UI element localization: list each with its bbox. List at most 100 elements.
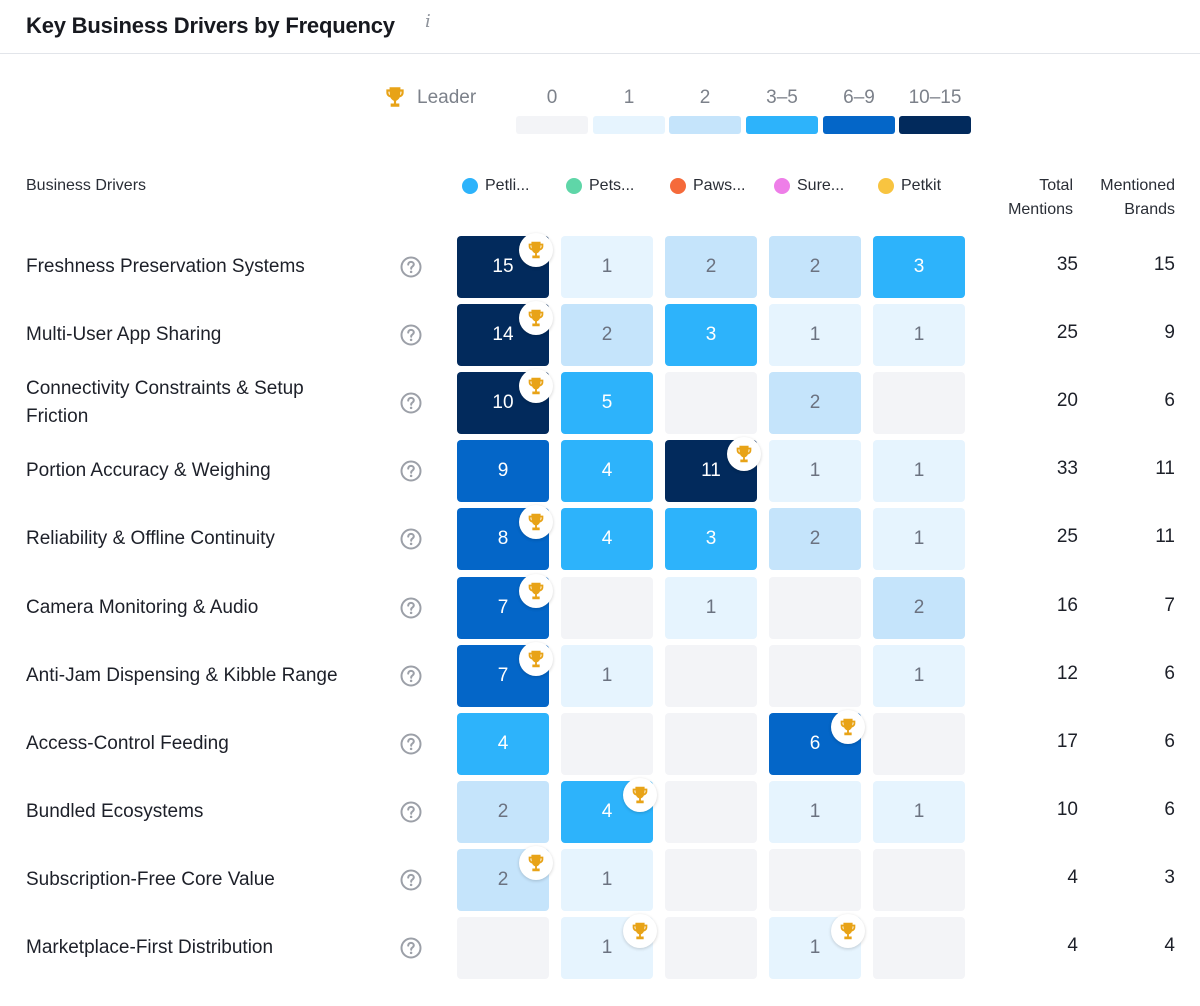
heatmap-cell[interactable] [769,577,861,639]
cell-value: 4 [497,733,509,754]
heatmap-cell[interactable]: 1 [769,304,861,366]
heatmap-cell[interactable]: 2 [561,304,653,366]
help-icon[interactable] [400,801,422,823]
heatmap-cell[interactable]: 1 [873,645,965,707]
heatmap-cell[interactable] [457,917,549,979]
heatmap-cell[interactable]: 4 [457,713,549,775]
row-label: Subscription-Free Core Value [26,869,275,890]
legend-swatch [746,116,818,134]
mentioned-brands-value: 4 [1164,935,1175,956]
heatmap-cell[interactable] [873,713,965,775]
row-label: Marketplace-First Distribution [26,937,274,958]
cell-value: 10 [492,392,514,413]
heatmap-cell[interactable] [665,917,757,979]
heatmap-cell[interactable] [665,713,757,775]
brand-name: Petkit [901,177,942,194]
heatmap-cell[interactable]: 3 [873,236,965,298]
brand-column-header[interactable]: Petli... [462,174,529,198]
heatmap-cell[interactable]: 1 [873,440,965,502]
heatmap-cell[interactable] [665,645,757,707]
heatmap-cell[interactable]: 1 [769,781,861,843]
heatmap-cell[interactable]: 1 [873,508,965,570]
total-mentions-value: 20 [1056,390,1078,411]
heatmap-cell[interactable] [561,577,653,639]
heatmap-cell[interactable] [873,917,965,979]
total-mentions-value: 17 [1056,731,1078,752]
help-icon[interactable] [400,733,422,755]
heatmap-cell[interactable] [769,645,861,707]
help-icon[interactable] [400,665,422,687]
mentioned-brands-value: 6 [1164,390,1175,411]
mentioned-brands-value: 7 [1164,595,1175,616]
heatmap-cell[interactable]: 4 [561,508,653,570]
cell-value: 4 [601,460,613,481]
heatmap-cell[interactable] [665,781,757,843]
heatmap-cell[interactable]: 2 [873,577,965,639]
heatmap-cell[interactable]: 2 [457,849,549,911]
cell-value: 2 [809,256,821,277]
mentioned-brands-value: 6 [1164,663,1175,684]
help-icon[interactable] [400,460,422,482]
cell-value: 1 [809,937,821,958]
cell-value: 8 [497,528,509,549]
heatmap-cell[interactable]: 9 [457,440,549,502]
heatmap-cell[interactable]: 2 [457,781,549,843]
heatmap-cell[interactable]: 2 [665,236,757,298]
legend-swatch [823,116,895,134]
cell-value: 1 [809,324,821,345]
heatmap-cell[interactable] [873,849,965,911]
heatmap-cell[interactable]: 1 [665,577,757,639]
heatmap-cell[interactable]: 4 [561,440,653,502]
heatmap-cell[interactable]: 2 [769,508,861,570]
brand-column-header[interactable]: Sure... [774,174,844,198]
brand-name: Petli... [485,177,530,194]
heatmap-cell[interactable]: 5 [561,372,653,434]
mentioned-brands-value: 3 [1164,867,1175,888]
trophy-icon [386,87,404,107]
heatmap-cell[interactable] [665,849,757,911]
heatmap-cell[interactable]: 2 [769,236,861,298]
help-icon[interactable] [400,324,422,346]
help-icon[interactable] [400,528,422,550]
help-icon[interactable] [400,869,422,891]
brand-color-dot [670,178,686,194]
mentioned-brands-value: 9 [1164,322,1175,343]
heatmap-cell[interactable]: 1 [561,236,653,298]
heatmap-cell[interactable]: 1 [561,645,653,707]
heatmap-cell[interactable]: 3 [665,508,757,570]
mentioned-brands-header[interactable]: Mentioned Brands [1100,177,1175,218]
heatmap-cell[interactable]: 1 [561,849,653,911]
cell-value: 1 [601,937,613,958]
row-label: Camera Monitoring & Audio [26,597,259,618]
total-mentions-value: 25 [1056,322,1078,343]
heatmap-cell[interactable] [769,849,861,911]
heatmap-cell[interactable]: 2 [769,372,861,434]
total-mentions-value: 10 [1056,799,1078,820]
brand-column-header[interactable]: Paws... [670,174,745,198]
heatmap-cell[interactable] [665,372,757,434]
info-icon[interactable]: i [425,11,431,32]
heatmap-cell[interactable]: 1 [873,781,965,843]
brand-column-header[interactable]: Pets... [566,174,634,198]
leader-trophy-icon [831,914,865,948]
heatmap-cell[interactable] [873,372,965,434]
total-mentions-header[interactable]: Total Mentions [1008,177,1073,218]
help-icon[interactable] [400,392,422,414]
help-icon[interactable] [400,597,422,619]
row-label: Portion Accuracy & Weighing [26,460,271,481]
total-mentions-value: 25 [1056,526,1078,547]
heatmap-cell[interactable]: 3 [665,304,757,366]
row-label: Bundled Ecosystems [26,801,204,822]
brand-color-dot [566,178,582,194]
brand-column-header[interactable]: Petkit [878,174,941,198]
legend-bin-label: 2 [699,87,711,108]
heatmap-cell[interactable]: 1 [769,440,861,502]
cell-value: 15 [492,256,514,277]
heatmap-cell[interactable]: 1 [873,304,965,366]
help-icon[interactable] [400,256,422,278]
heatmap-cell[interactable] [561,713,653,775]
mentioned-brands-value: 6 [1164,731,1175,752]
legend-bin-label: 0 [546,87,558,108]
help-icon[interactable] [400,937,422,959]
cell-value: 1 [913,528,925,549]
